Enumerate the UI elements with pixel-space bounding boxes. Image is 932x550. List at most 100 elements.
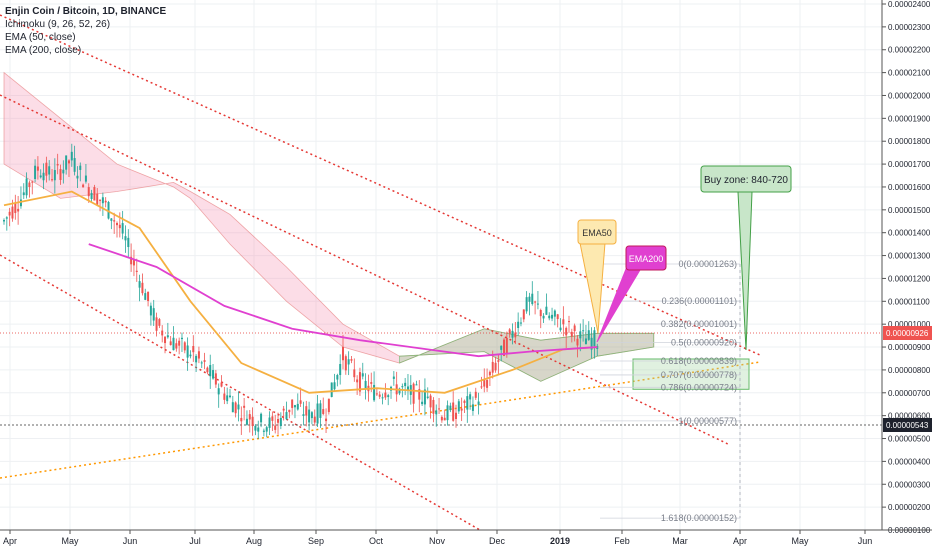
candle-body: [491, 361, 494, 373]
candle-body: [497, 360, 500, 362]
candle-body: [31, 181, 34, 183]
candle-body: [452, 402, 455, 421]
y-tick-label: 0.00002300: [888, 23, 931, 32]
candle-body: [56, 164, 59, 166]
candle-body: [113, 220, 116, 222]
price-axis[interactable]: 0.00002400 0.00002300 0.00002200 0.00002100…: [881, 0, 932, 550]
candle-body: [299, 400, 302, 404]
y-tick-label: 0.00001300: [888, 252, 931, 261]
y-tick-label: 0.00000800: [888, 366, 931, 375]
candle-body: [519, 322, 522, 324]
fib-level-label: 0.786(0.00000724): [661, 382, 737, 392]
candle-body: [336, 375, 339, 380]
ichimoku-cloud: [3, 71, 655, 382]
candle-body: [536, 303, 539, 305]
candle-body: [308, 409, 311, 423]
candle-body: [432, 399, 435, 414]
candle-body: [76, 175, 79, 179]
candle-body: [206, 367, 209, 373]
channel-lower: [0, 254, 481, 531]
candle-body: [161, 330, 164, 336]
candle-body: [423, 389, 426, 405]
candle-body: [477, 401, 480, 405]
x-tick-label: Jun: [123, 536, 138, 546]
candle-body: [237, 404, 240, 410]
candle-body: [73, 158, 76, 172]
x-tick-label: Mar: [672, 536, 688, 546]
candle-body: [584, 338, 587, 345]
candle-body: [220, 382, 223, 387]
candle-body: [539, 310, 542, 317]
y-tick-label: 0.00001000: [888, 320, 931, 329]
x-tick-label: Sep: [308, 536, 324, 546]
candle-body: [226, 395, 229, 402]
candle-body: [3, 220, 5, 222]
low-price-badge: [883, 418, 932, 432]
candle-body: [152, 308, 155, 321]
candle-body: [375, 393, 378, 395]
candle-body: [231, 402, 234, 413]
fib-level-label: 0.236(0.00001101): [662, 296, 737, 306]
candle-body: [172, 337, 175, 351]
y-tick-label: 0.00001100: [888, 297, 930, 306]
candle-body: [25, 178, 28, 196]
candle-body: [34, 165, 37, 179]
legend-ema50[interactable]: EMA (50, close): [5, 32, 76, 43]
buy-zone-callout-box: [700, 165, 792, 193]
candle-body: [508, 329, 511, 334]
candle-body: [93, 187, 96, 201]
candle-body: [325, 418, 328, 422]
time-axis[interactable]: Apr May Jun Jul Aug Sep Oct Nov Dec 2019 Feb Mar Apr…: [0, 529, 932, 546]
candle-body: [70, 151, 73, 161]
candle-body: [542, 315, 545, 319]
x-tick-label: May: [791, 536, 809, 546]
candle-body: [353, 369, 356, 378]
candle-body: [175, 343, 178, 349]
x-tick-label: Feb: [614, 536, 630, 546]
candle-body: [548, 315, 551, 319]
channel-upper: [0, 14, 761, 356]
candle-body: [180, 337, 183, 340]
candle-body: [528, 296, 531, 302]
candle-body: [587, 330, 590, 340]
candle-body: [593, 330, 596, 347]
candle-body: [192, 346, 195, 353]
candle-body: [460, 408, 463, 411]
x-tick-label: Oct: [369, 536, 384, 546]
candle-body: [149, 305, 152, 316]
candle-body: [358, 372, 361, 392]
candle-body: [51, 179, 54, 181]
x-tick-label: Aug: [246, 536, 262, 546]
candle-body: [486, 379, 489, 388]
y-tick-label: 0.00002200: [888, 46, 931, 55]
candle-body: [483, 379, 486, 387]
ema200-line: [88, 243, 598, 358]
candle-body: [124, 236, 127, 241]
y-tick-label: 0.00000400: [888, 457, 931, 466]
price-axis-bg: [882, 0, 932, 550]
fib-level-label: 1(0.00000577): [678, 416, 737, 426]
fibonacci-retracement: 0(0.00001263) 0.236(0.00001101) 0.382(0.00…: [600, 259, 750, 523]
trend-channel-lines: [0, 14, 882, 531]
candle-body: [342, 346, 344, 361]
fib-level-label: 0.618(0.00000839): [661, 356, 737, 366]
legend-ichimoku[interactable]: Ichimoku (9, 26, 52, 26): [5, 19, 111, 30]
candle-body: [166, 335, 169, 338]
candle-body: [514, 332, 517, 338]
candle-body: [240, 417, 243, 422]
candle-body: [223, 393, 226, 400]
candle-body: [568, 321, 570, 323]
candle-body: [155, 317, 158, 331]
candle-body: [79, 165, 82, 170]
candle-body: [559, 327, 562, 331]
legend-ema200[interactable]: EMA (200, close): [5, 45, 82, 56]
candle-body: [274, 425, 277, 430]
ema200-callout-box: [625, 245, 667, 271]
candle-body: [101, 197, 104, 204]
candle-body: [138, 281, 141, 288]
candle-body: [132, 260, 135, 266]
candle-body: [245, 418, 248, 425]
candle-body: [254, 425, 257, 431]
y-tick-label: 0.00000600: [888, 412, 931, 421]
